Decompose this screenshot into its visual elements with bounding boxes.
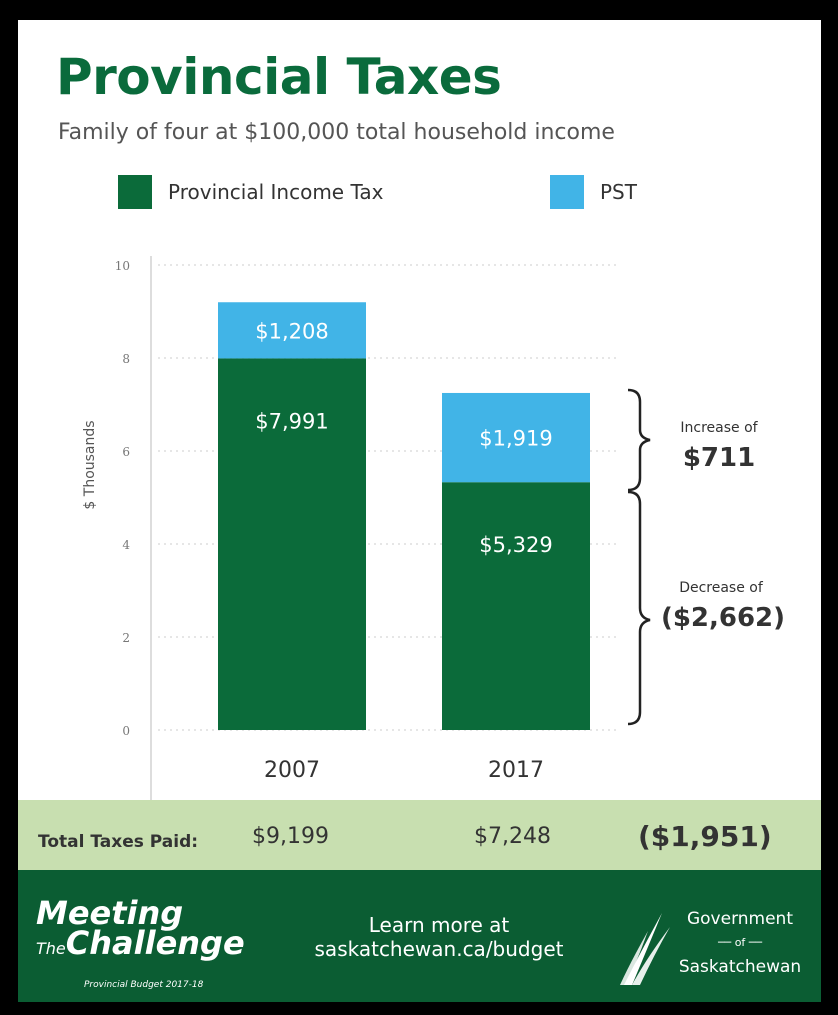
legend-label-pst: PST <box>600 180 637 204</box>
y-tick-label: 10 <box>115 259 130 273</box>
increase-value: $711 <box>683 443 755 473</box>
brand-line-1: Meeting <box>36 894 184 932</box>
decrease-value: ($2,662) <box>661 603 785 633</box>
bars: $7,991 $1,208 $5,329 $1,919 <box>218 302 590 730</box>
grid-lines <box>158 264 616 731</box>
data-label-2007-income-tax: $7,991 <box>255 409 328 433</box>
government-text: Government ── of ── Saskatchewan <box>676 907 804 979</box>
legend-item-pst: PST <box>550 175 637 209</box>
y-tick-label: 2 <box>122 631 130 645</box>
legend-swatch-income-tax <box>118 175 152 209</box>
total-2007: $9,199 <box>252 824 329 849</box>
x-axis-labels: 2007 2017 <box>264 758 544 783</box>
x-tick-label-2007: 2007 <box>264 758 320 783</box>
data-label-2017-pst: $1,919 <box>479 427 552 451</box>
data-label-2007-pst: $1,208 <box>255 319 328 343</box>
government-of-saskatchewan-logo: Government ── of ── Saskatchewan <box>618 907 808 987</box>
bar-2007-income-tax <box>218 358 366 730</box>
y-tick-label: 0 <box>122 724 130 738</box>
totals-label: Total Taxes Paid: <box>38 832 199 852</box>
y-tick-label: 6 <box>122 445 130 459</box>
increase-brace <box>627 388 651 492</box>
legend-label-income-tax: Provincial Income Tax <box>168 180 384 204</box>
y-axis-label: $ Thousands <box>82 420 98 509</box>
infographic-card: Provincial Taxes Family of four at $100,… <box>18 20 821 1002</box>
total-difference: ($1,951) <box>638 820 772 853</box>
gov-line-2: Saskatchewan <box>678 957 802 977</box>
data-label-2017-income-tax: $5,329 <box>479 533 552 557</box>
chart-title: Provincial Taxes <box>56 48 502 106</box>
decrease-heading: Decrease of <box>679 580 764 596</box>
totals-band <box>18 800 821 870</box>
learn-link[interactable]: saskatchewan.ca/budget <box>314 937 564 961</box>
learn-line-1: Learn more at <box>368 913 510 937</box>
brand-line-2: Challenge <box>65 924 245 962</box>
x-tick-label-2017: 2017 <box>488 758 544 783</box>
bar-2017-income-tax <box>442 482 590 730</box>
meeting-the-challenge-logo: Meeting TheChallenge <box>36 894 245 964</box>
difference-braces <box>627 388 651 726</box>
stacked-bar-chart: 0 2 4 6 8 10 $ Thousands $7,991 $1,208 $5,329 $1… <box>82 256 785 800</box>
total-2017: $7,248 <box>474 824 551 849</box>
wheat-sheaf-icon <box>620 913 670 985</box>
decrease-brace <box>627 490 651 726</box>
y-axis-ticks: 0 2 4 6 8 10 <box>115 259 131 738</box>
legend-item-income-tax: Provincial Income Tax <box>118 175 383 209</box>
bar-2017-pst <box>442 392 590 483</box>
footer-band <box>18 870 821 1002</box>
bar-2007-pst <box>218 302 366 359</box>
learn-more-text: Learn more at saskatchewan.ca/budget <box>304 913 574 961</box>
brand-the: The <box>36 939 66 958</box>
brand-note: Provincial Budget 2017-18 <box>84 980 204 990</box>
gov-line-1: Government <box>686 909 794 929</box>
y-tick-label: 4 <box>122 538 130 552</box>
legend-swatch-pst <box>550 175 584 209</box>
y-tick-label: 8 <box>122 352 130 366</box>
increase-heading: Increase of <box>680 420 758 436</box>
gov-of: of <box>734 936 746 949</box>
chart-subtitle: Family of four at $100,000 total househo… <box>58 120 615 145</box>
